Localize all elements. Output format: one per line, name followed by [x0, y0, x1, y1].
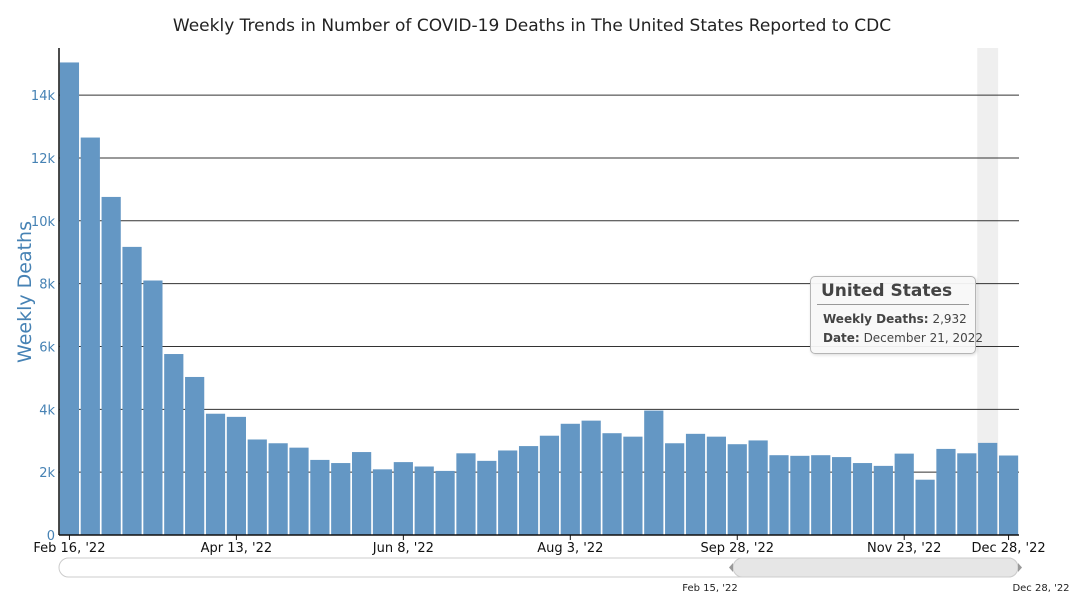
x-tick-label: Apr 13, '22 [201, 541, 273, 556]
bar[interactable] [602, 433, 622, 535]
tooltip-row-weekly-deaths: Weekly Deaths: 2,932 [817, 309, 969, 328]
bar[interactable] [873, 465, 893, 535]
bar[interactable] [811, 455, 831, 535]
bar[interactable] [852, 463, 873, 535]
bar[interactable] [644, 410, 664, 535]
bar[interactable] [164, 354, 184, 535]
bar[interactable] [80, 137, 100, 535]
bar[interactable] [414, 466, 434, 535]
bar[interactable] [518, 446, 539, 535]
navigator-selection[interactable] [732, 557, 1019, 578]
y-tick-label: 6k [39, 340, 55, 355]
x-tick-label: Aug 3, '22 [537, 541, 603, 556]
bar[interactable] [998, 455, 1019, 535]
bar[interactable] [498, 450, 518, 535]
bar[interactable] [581, 420, 601, 535]
hover-band [977, 48, 999, 535]
y-tick-label: 2k [39, 466, 55, 481]
bar[interactable] [790, 455, 810, 535]
x-tick-label: Sep 28, '22 [700, 541, 774, 556]
bar[interactable] [289, 447, 309, 535]
x-tick-label: Feb 16, '22 [33, 541, 105, 556]
tooltip-value: 2,932 [932, 312, 967, 326]
bar[interactable] [477, 460, 497, 535]
chart-title: Weekly Trends in Number of COVID-19 Deat… [173, 16, 891, 36]
navigator-right-handle[interactable] [1018, 563, 1022, 572]
bar[interactable] [560, 423, 580, 535]
bar[interactable] [352, 452, 372, 535]
bar[interactable] [122, 246, 142, 535]
y-tick-label: 0 [47, 529, 55, 544]
x-tick-label: Dec 28, '22 [971, 541, 1045, 556]
bar[interactable] [310, 459, 330, 535]
bar[interactable] [226, 416, 246, 535]
y-tick-label: 4k [39, 403, 55, 418]
bar[interactable] [706, 436, 726, 535]
bar[interactable] [957, 453, 977, 535]
bar[interactable] [894, 453, 914, 535]
bar[interactable] [936, 448, 956, 535]
bar[interactable] [268, 443, 288, 535]
bar[interactable] [456, 453, 476, 535]
navigator[interactable]: Feb 15, '22 Dec 28, '22 [58, 557, 1070, 594]
navigator-start-label: Feb 15, '22 [682, 583, 737, 594]
tooltip-key: Date: [823, 331, 860, 345]
bar[interactable] [748, 440, 768, 535]
bar[interactable] [665, 443, 685, 535]
bar[interactable] [915, 479, 935, 535]
y-tick-label: 8k [39, 278, 55, 293]
tooltip-key: Weekly Deaths: [823, 312, 929, 326]
tooltip-title: United States [817, 281, 969, 305]
tooltip: United States Weekly Deaths: 2,932 Date:… [810, 276, 983, 354]
bar[interactable] [59, 62, 80, 535]
bar[interactable] [101, 196, 121, 535]
bar[interactable] [685, 433, 706, 535]
bar[interactable] [185, 376, 205, 535]
y-tick-label: 10k [31, 215, 56, 230]
bar[interactable] [623, 436, 643, 535]
y-axis-label: Weekly Deaths [14, 221, 36, 363]
bar[interactable] [539, 435, 560, 535]
bar[interactable] [769, 455, 789, 535]
bar[interactable] [205, 413, 226, 535]
bar[interactable] [727, 444, 747, 535]
bar[interactable] [143, 280, 163, 535]
bar[interactable] [832, 457, 852, 535]
bar[interactable] [393, 462, 413, 535]
bar[interactable] [247, 439, 267, 535]
navigator-left-handle[interactable] [729, 563, 733, 572]
bar[interactable] [372, 469, 393, 535]
tooltip-value: December 21, 2022 [863, 331, 984, 345]
tooltip-row-date: Date: December 21, 2022 [817, 328, 983, 347]
bar[interactable] [331, 463, 351, 535]
navigator-end-label: Dec 28, '22 [1012, 583, 1069, 594]
bar[interactable] [435, 470, 455, 535]
y-tick-label: 12k [31, 152, 56, 167]
bar[interactable] [978, 442, 998, 535]
y-tick-label: 14k [31, 89, 56, 104]
x-tick-label: Nov 23, '22 [867, 541, 941, 556]
x-tick-label: Jun 8, '22 [372, 541, 434, 556]
